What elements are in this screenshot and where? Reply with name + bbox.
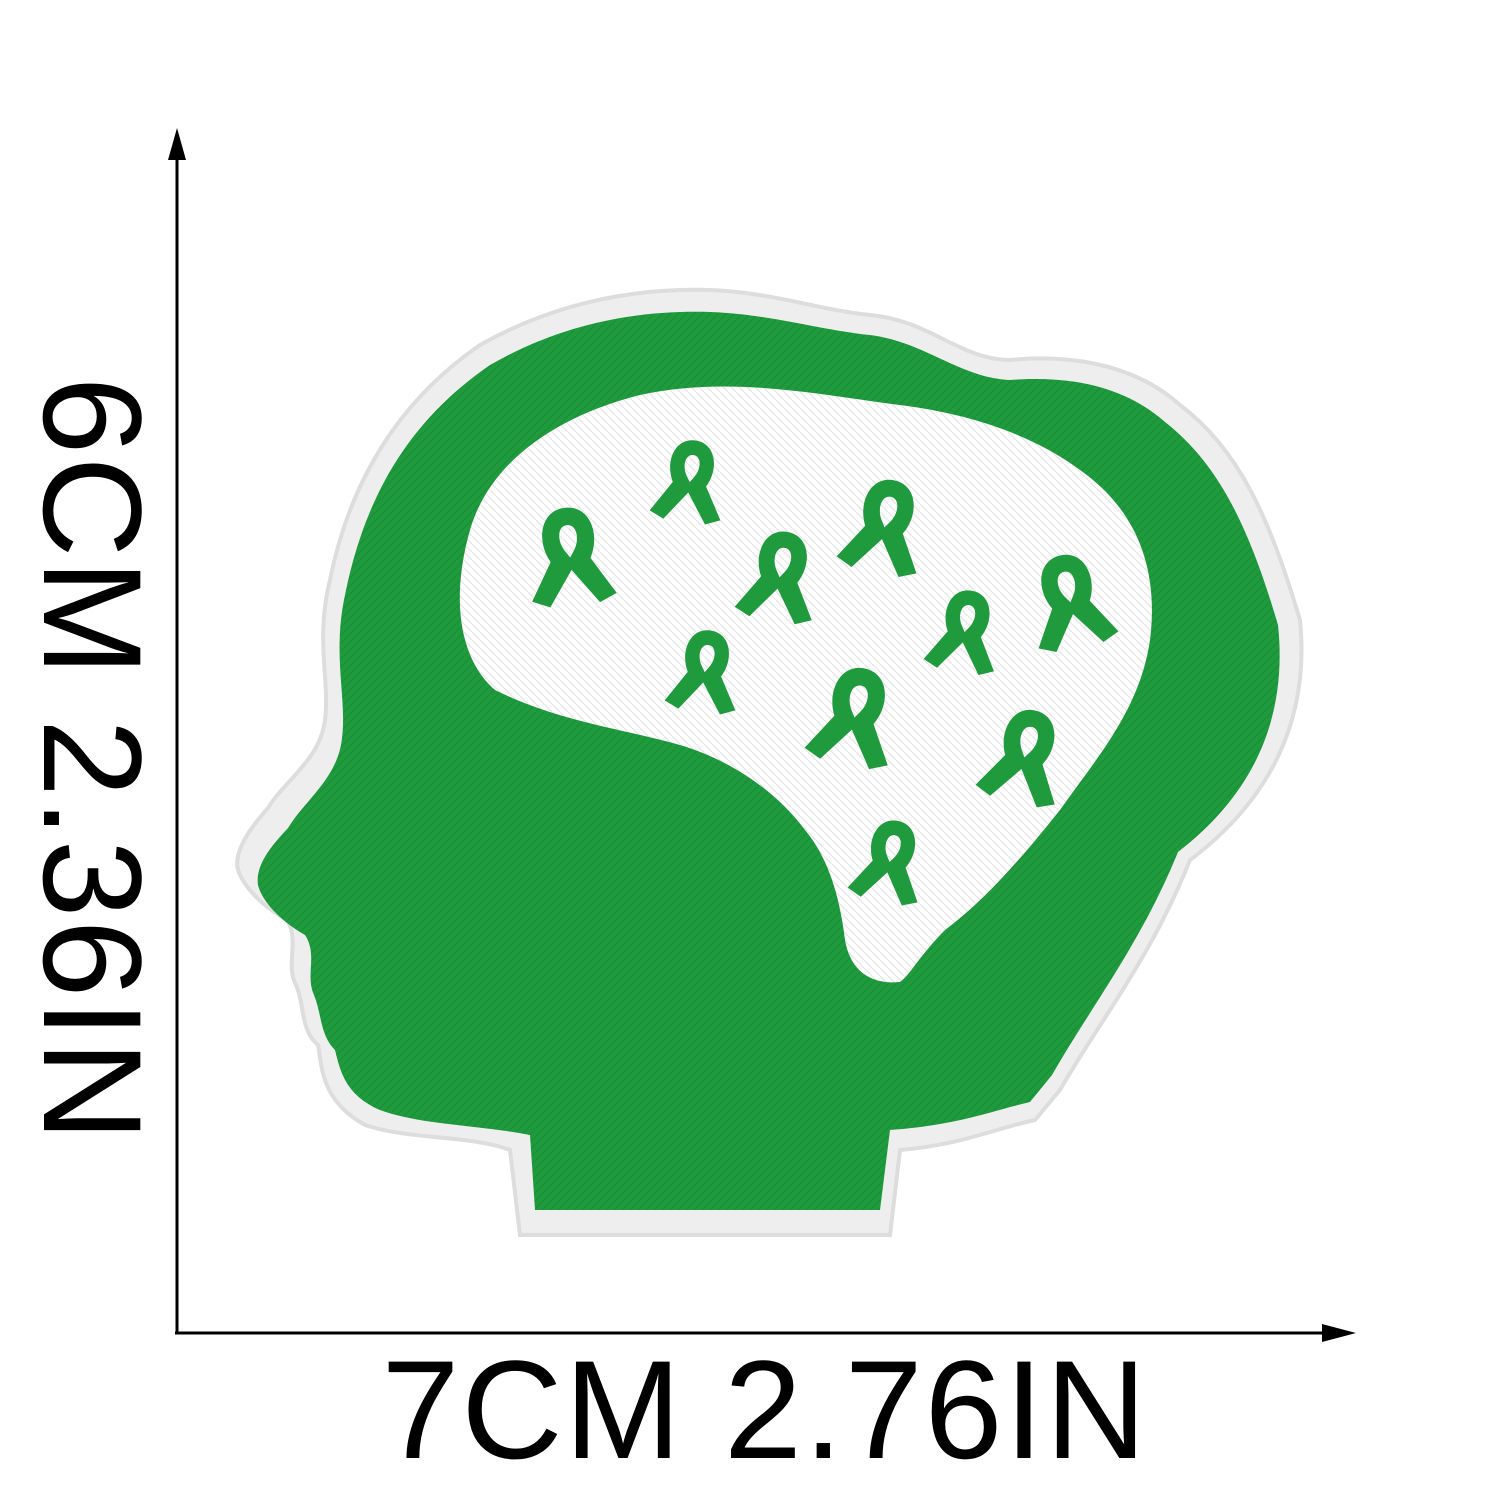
dimension-arrows (168, 128, 1356, 1342)
height-dimension-label: 6CM 2.36IN (14, 376, 171, 1144)
up-arrow-icon (168, 128, 186, 160)
right-arrow-icon (1322, 1324, 1356, 1342)
embroidered-patch (235, 287, 1304, 1237)
width-dimension-label: 7CM 2.76IN (381, 1331, 1149, 1488)
brain-area (459, 386, 1152, 983)
